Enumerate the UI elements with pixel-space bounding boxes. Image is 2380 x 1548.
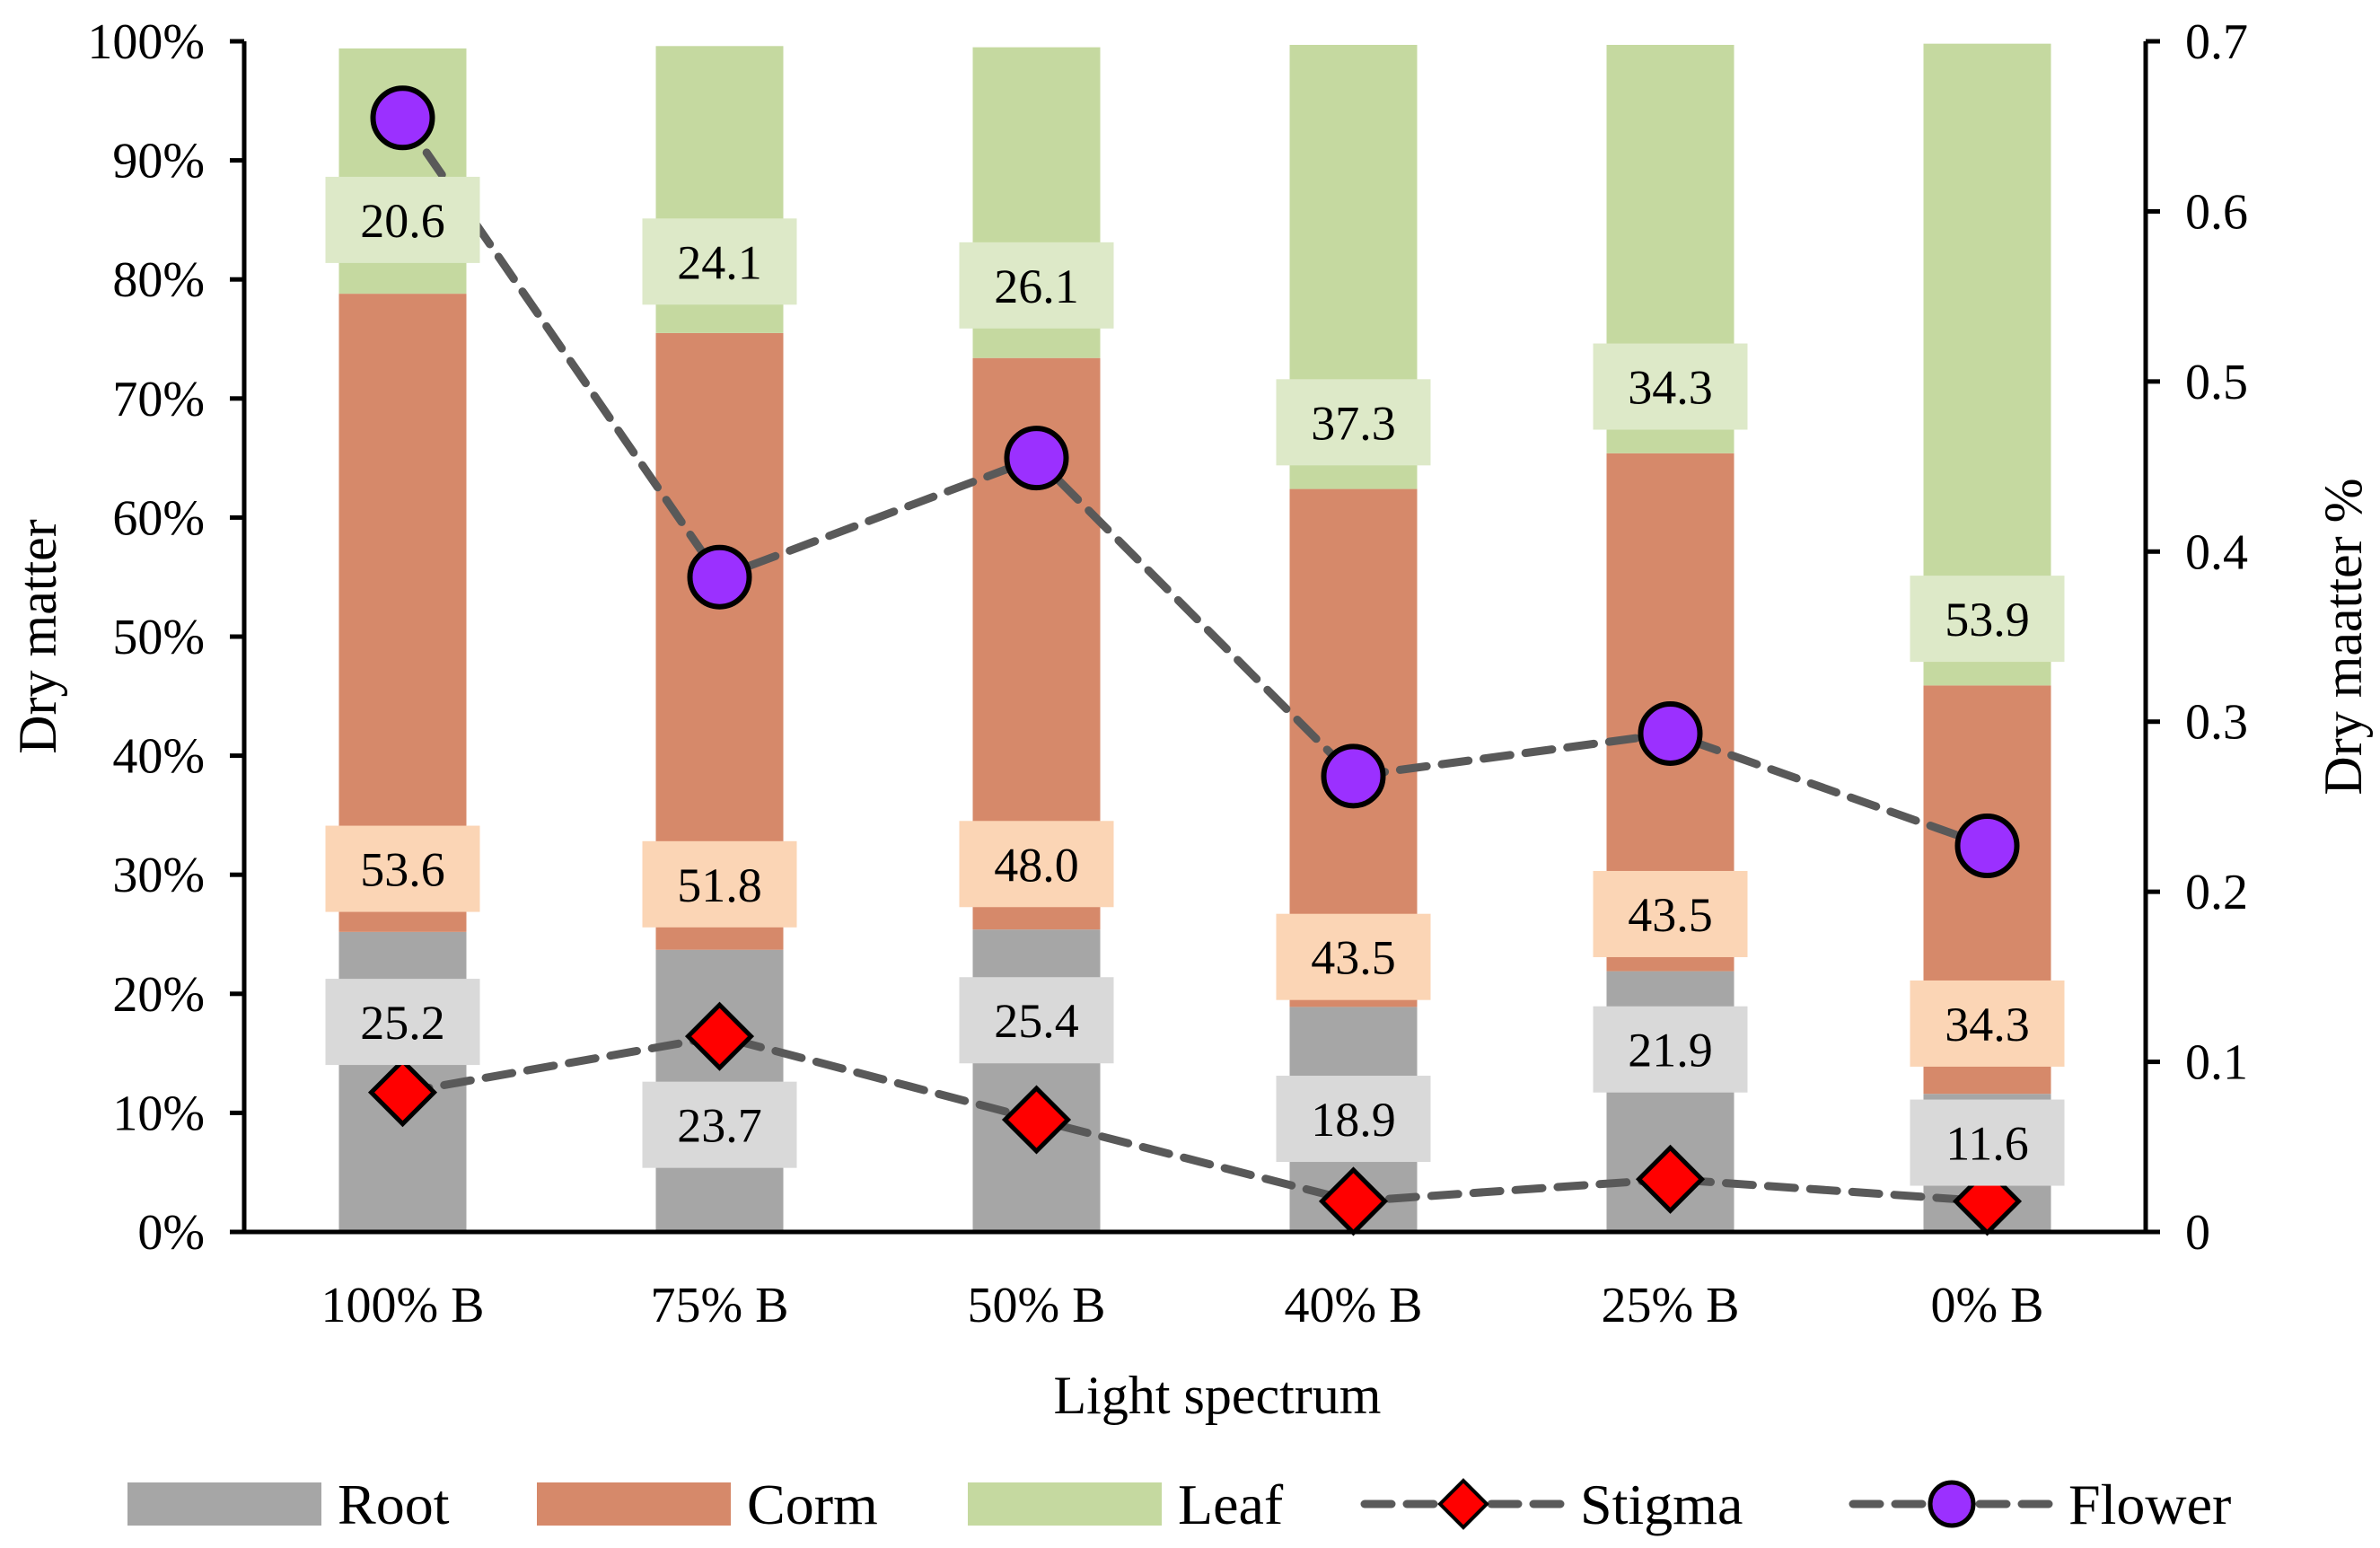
data-label-leaf-25-b: 34.3 [1628, 361, 1713, 415]
data-label-box-root-75-b [642, 1081, 797, 1168]
axes-layer: 0% 10% 20% 30% 40% 50% 60% 70% 80% 90% 100% 0 0.1 0.2… [8, 14, 2373, 1425]
data-label-box-leaf-100-b [325, 176, 480, 263]
marker-stigma-25-b [1635, 1144, 1706, 1214]
data-label-box-corm-75-b [642, 840, 797, 928]
legend-swatch-leaf [968, 1482, 1162, 1526]
data-label-box-root-40-b [1276, 1076, 1431, 1163]
bar-corm-100-b [338, 294, 467, 932]
data-label-corm-100-b: 53.6 [360, 843, 445, 897]
data-label-leaf-75-b: 24.1 [677, 235, 762, 289]
data-label-root-75-b: 23.7 [677, 1099, 762, 1153]
data-label-box-corm-0-b [1910, 980, 2065, 1067]
data-label-box-leaf-50-b [959, 242, 1114, 329]
line-stigma [399, 1032, 1991, 1206]
data-label-corm-25-b: 43.5 [1628, 888, 1713, 942]
legend-item-corm: Corm [537, 1473, 878, 1536]
y2-tick-label: 0.2 [2185, 865, 2248, 920]
data-label-root-50-b: 25.4 [994, 994, 1079, 1048]
x-tick-label: 50% B [968, 1278, 1106, 1333]
line-flower [399, 113, 1991, 850]
legend-label-corm: Corm [747, 1473, 878, 1536]
legend-label-stigma: Stigma [1580, 1473, 1743, 1536]
y2-tick-label: 0.7 [2185, 14, 2248, 70]
y-tick-label: 70% [112, 372, 205, 427]
data-label-corm-0-b: 34.3 [1945, 998, 2030, 1051]
legend-swatch-corm [537, 1482, 731, 1526]
legend-item-flower: Flower [1849, 1473, 2231, 1536]
data-label-box-root-0-b [1910, 1099, 2065, 1186]
y2-tick-label: 0.4 [2185, 524, 2248, 580]
data-label-box-root-50-b [959, 977, 1114, 1064]
data-label-corm-50-b: 48.0 [994, 838, 1079, 892]
legend-label-root: Root [338, 1473, 450, 1536]
marker-stigma-50-b [1001, 1085, 1072, 1155]
legend-item-root: Root [127, 1473, 450, 1536]
marker-flower-0-b [1954, 813, 2020, 878]
lines-layer [367, 85, 2023, 1236]
x-tick-label: 25% B [1602, 1278, 1740, 1333]
data-label-box-root-100-b [325, 979, 480, 1066]
legend-layer: Root Corm Leaf Stigma Flower [127, 1473, 2231, 1536]
data-label-box-corm-50-b [959, 821, 1114, 908]
data-label-box-leaf-0-b [1910, 576, 2065, 663]
x-axis-title: Light spectrum [1054, 1366, 1382, 1425]
data-label-root-40-b: 18.9 [1311, 1093, 1396, 1147]
labels-layer: 25.2 23.7 25.4 18.9 21.9 11.6 53.6 51.8 48.0 43.5… [325, 176, 2065, 1186]
legend-swatch-root [127, 1482, 321, 1526]
data-label-root-100-b: 25.2 [360, 996, 445, 1050]
x-tick-label: 40% B [1285, 1278, 1423, 1333]
data-label-box-corm-100-b [325, 825, 480, 912]
data-label-corm-40-b: 43.5 [1311, 931, 1396, 985]
data-label-box-leaf-40-b [1276, 379, 1431, 466]
data-label-leaf-0-b: 53.9 [1945, 593, 2030, 646]
y-tick-label: 100% [87, 14, 205, 70]
marker-stigma-75-b [684, 1001, 755, 1071]
y2-tick-label: 0.5 [2185, 355, 2248, 410]
data-label-leaf-40-b: 37.3 [1311, 396, 1396, 450]
legend-label-flower: Flower [2068, 1473, 2231, 1536]
y2-axis-title: Dry maatter % [2314, 478, 2373, 795]
marker-flower-25-b [1638, 700, 1703, 766]
data-label-leaf-100-b: 20.6 [360, 194, 445, 248]
y-tick-label: 50% [112, 610, 205, 665]
marker-flower-40-b [1321, 743, 1386, 809]
x-tick-label: 0% B [1931, 1278, 2044, 1333]
y2-tick-label: 0.6 [2185, 184, 2248, 240]
data-label-root-0-b: 11.6 [1945, 1117, 2029, 1171]
y-tick-label: 60% [112, 490, 205, 546]
bar-root-50-b [972, 929, 1101, 1232]
marker-stigma-100-b [367, 1058, 438, 1128]
data-label-box-leaf-25-b [1593, 343, 1748, 430]
marker-flower-100-b [370, 85, 435, 151]
legend-label-leaf: Leaf [1178, 1473, 1284, 1536]
y-tick-label: 90% [112, 134, 205, 189]
y-tick-label: 30% [112, 848, 205, 903]
data-label-corm-75-b: 51.8 [677, 858, 762, 912]
y-tick-label: 40% [112, 729, 205, 785]
data-label-box-corm-40-b [1276, 913, 1431, 1000]
marker-flower-75-b [687, 544, 752, 610]
data-label-leaf-50-b: 26.1 [994, 259, 1079, 313]
y-tick-label: 0% [137, 1205, 205, 1261]
x-tick-label: 75% B [651, 1278, 789, 1333]
legend-item-leaf: Leaf [968, 1473, 1284, 1536]
data-label-box-corm-25-b [1593, 870, 1748, 957]
y-tick-label: 10% [112, 1086, 205, 1141]
y2-tick-label: 0 [2185, 1205, 2210, 1261]
y-axis-title: Dry matter [8, 519, 67, 754]
bars-layer [338, 43, 2051, 1232]
legend-marker-stigma [1437, 1478, 1489, 1530]
marker-flower-50-b [1004, 426, 1069, 491]
legend-item-stigma: Stigma [1360, 1473, 1743, 1536]
y-tick-label: 20% [112, 967, 205, 1023]
y-tick-label: 80% [112, 252, 205, 308]
y2-tick-label: 0.3 [2185, 695, 2248, 751]
data-label-box-root-25-b [1593, 1006, 1748, 1093]
data-label-root-25-b: 21.9 [1628, 1024, 1713, 1077]
legend-marker-flower [1928, 1480, 1976, 1528]
x-tick-label: 100% B [321, 1278, 485, 1333]
data-label-box-leaf-75-b [642, 218, 797, 305]
y2-tick-label: 0.1 [2185, 1035, 2248, 1091]
